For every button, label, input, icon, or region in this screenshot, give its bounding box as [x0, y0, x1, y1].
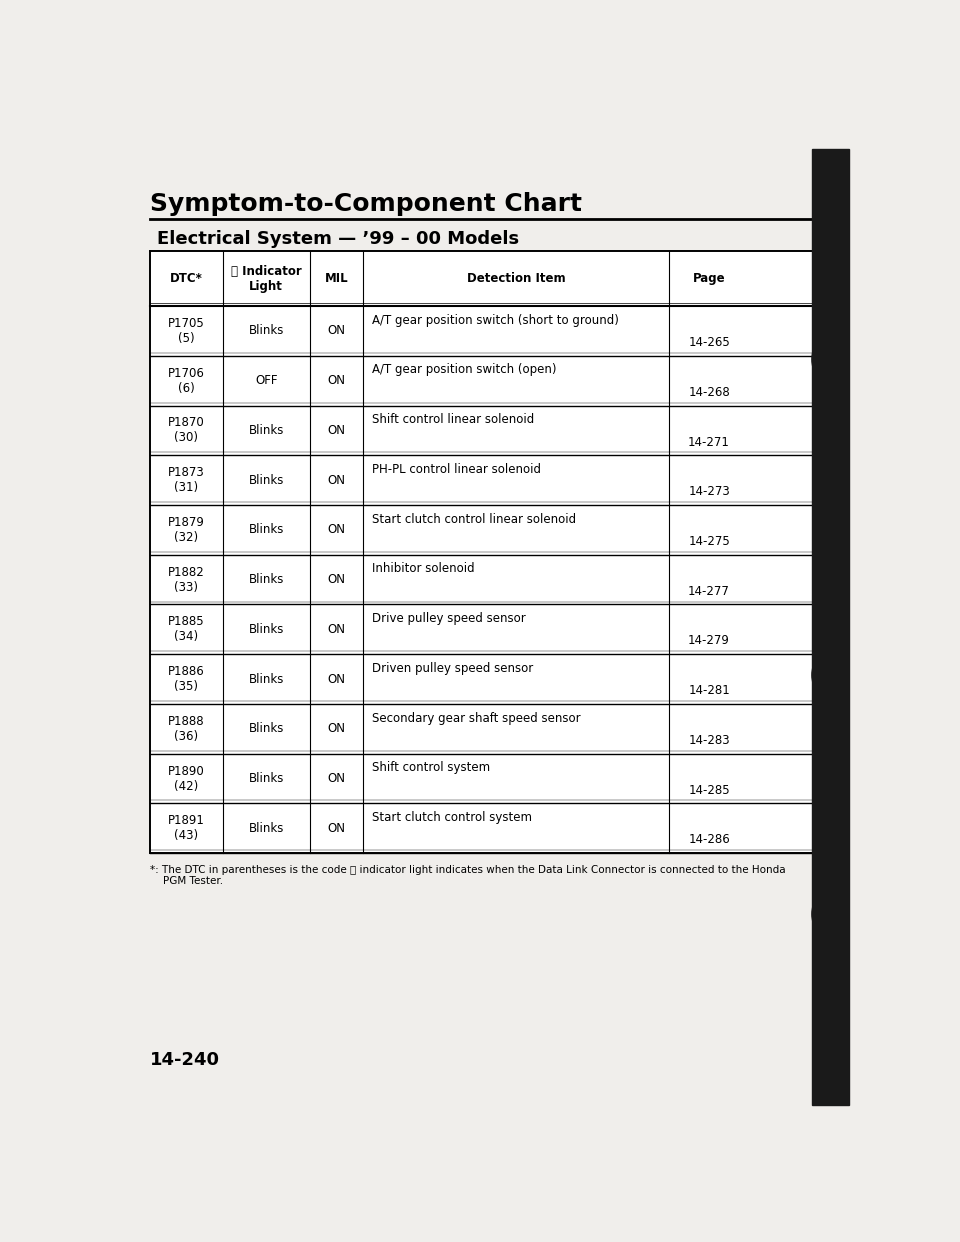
Text: ON: ON [327, 374, 346, 388]
Text: 14-268: 14-268 [688, 386, 730, 399]
Text: ON: ON [327, 573, 346, 586]
Text: 14-275: 14-275 [688, 535, 730, 548]
Text: Blinks: Blinks [249, 723, 284, 735]
Text: Blinks: Blinks [249, 622, 284, 636]
Text: 14-277: 14-277 [688, 585, 730, 597]
Circle shape [812, 891, 849, 938]
Text: 14-283: 14-283 [688, 734, 730, 746]
Text: DTC*: DTC* [170, 272, 203, 286]
Text: ON: ON [327, 324, 346, 338]
Text: Start clutch control linear solenoid: Start clutch control linear solenoid [372, 513, 576, 525]
Text: Start clutch control system: Start clutch control system [372, 811, 532, 823]
Text: P1879
(32): P1879 (32) [168, 515, 204, 544]
Text: 14-285: 14-285 [688, 784, 730, 796]
Text: P1885
(34): P1885 (34) [168, 615, 204, 643]
Text: 14-265: 14-265 [688, 337, 730, 349]
Text: P1882
(33): P1882 (33) [168, 565, 204, 594]
Text: ON: ON [327, 723, 346, 735]
Text: Blinks: Blinks [249, 424, 284, 437]
Text: PH-PL control linear solenoid: PH-PL control linear solenoid [372, 463, 540, 476]
Text: ON: ON [327, 822, 346, 835]
Text: P1706
(6): P1706 (6) [168, 366, 204, 395]
Text: MIL: MIL [324, 272, 348, 286]
Text: P1870
(30): P1870 (30) [168, 416, 204, 445]
Circle shape [812, 651, 849, 699]
Text: Blinks: Blinks [249, 573, 284, 586]
Text: ON: ON [327, 673, 346, 686]
Text: 14-286: 14-286 [688, 833, 730, 846]
Text: P1891
(43): P1891 (43) [168, 815, 204, 842]
Text: 14-271: 14-271 [688, 436, 730, 448]
Text: Page: Page [693, 272, 726, 286]
Text: Electrical System — ’99 – 00 Models: Electrical System — ’99 – 00 Models [157, 230, 519, 248]
Text: *: The DTC in parentheses is the code ⓓ indicator light indicates when the Data : *: The DTC in parentheses is the code ⓓ … [150, 864, 785, 887]
Text: ON: ON [327, 773, 346, 785]
Text: Shift control linear solenoid: Shift control linear solenoid [372, 414, 534, 426]
Bar [812, 149, 849, 1105]
Text: A/T gear position switch (short to ground): A/T gear position switch (short to groun… [372, 314, 618, 327]
Text: A/T gear position switch (open): A/T gear position switch (open) [372, 364, 556, 376]
Text: ON: ON [327, 622, 346, 636]
Text: P1890
(42): P1890 (42) [168, 765, 204, 792]
Text: 14-279: 14-279 [688, 635, 730, 647]
Text: ON: ON [327, 523, 346, 537]
Text: Symptom-to-Component Chart: Symptom-to-Component Chart [150, 193, 582, 216]
Text: ⓓ Indicator
Light: ⓓ Indicator Light [231, 265, 301, 293]
Text: Blinks: Blinks [249, 773, 284, 785]
Text: ON: ON [327, 473, 346, 487]
Text: 14-240: 14-240 [150, 1051, 220, 1069]
Text: OFF: OFF [255, 374, 277, 388]
Circle shape [812, 335, 849, 384]
Text: Blinks: Blinks [249, 673, 284, 686]
Text: P1705
(5): P1705 (5) [168, 317, 204, 345]
Text: 14-273: 14-273 [688, 486, 730, 498]
Text: Blinks: Blinks [249, 523, 284, 537]
Text: Detection Item: Detection Item [467, 272, 565, 286]
Text: Blinks: Blinks [249, 822, 284, 835]
FancyBboxPatch shape [150, 251, 816, 853]
Text: Shift control system: Shift control system [372, 761, 490, 774]
Text: Blinks: Blinks [249, 324, 284, 338]
Text: Blinks: Blinks [249, 473, 284, 487]
Text: P1873
(31): P1873 (31) [168, 466, 204, 494]
Text: Secondary gear shaft speed sensor: Secondary gear shaft speed sensor [372, 712, 581, 724]
Text: Drive pulley speed sensor: Drive pulley speed sensor [372, 612, 525, 625]
Text: P1886
(35): P1886 (35) [168, 664, 204, 693]
Text: ON: ON [327, 424, 346, 437]
Text: Inhibitor solenoid: Inhibitor solenoid [372, 563, 474, 575]
Text: Driven pulley speed sensor: Driven pulley speed sensor [372, 662, 533, 674]
Text: 14-281: 14-281 [688, 684, 730, 697]
Text: P1888
(36): P1888 (36) [168, 715, 204, 743]
